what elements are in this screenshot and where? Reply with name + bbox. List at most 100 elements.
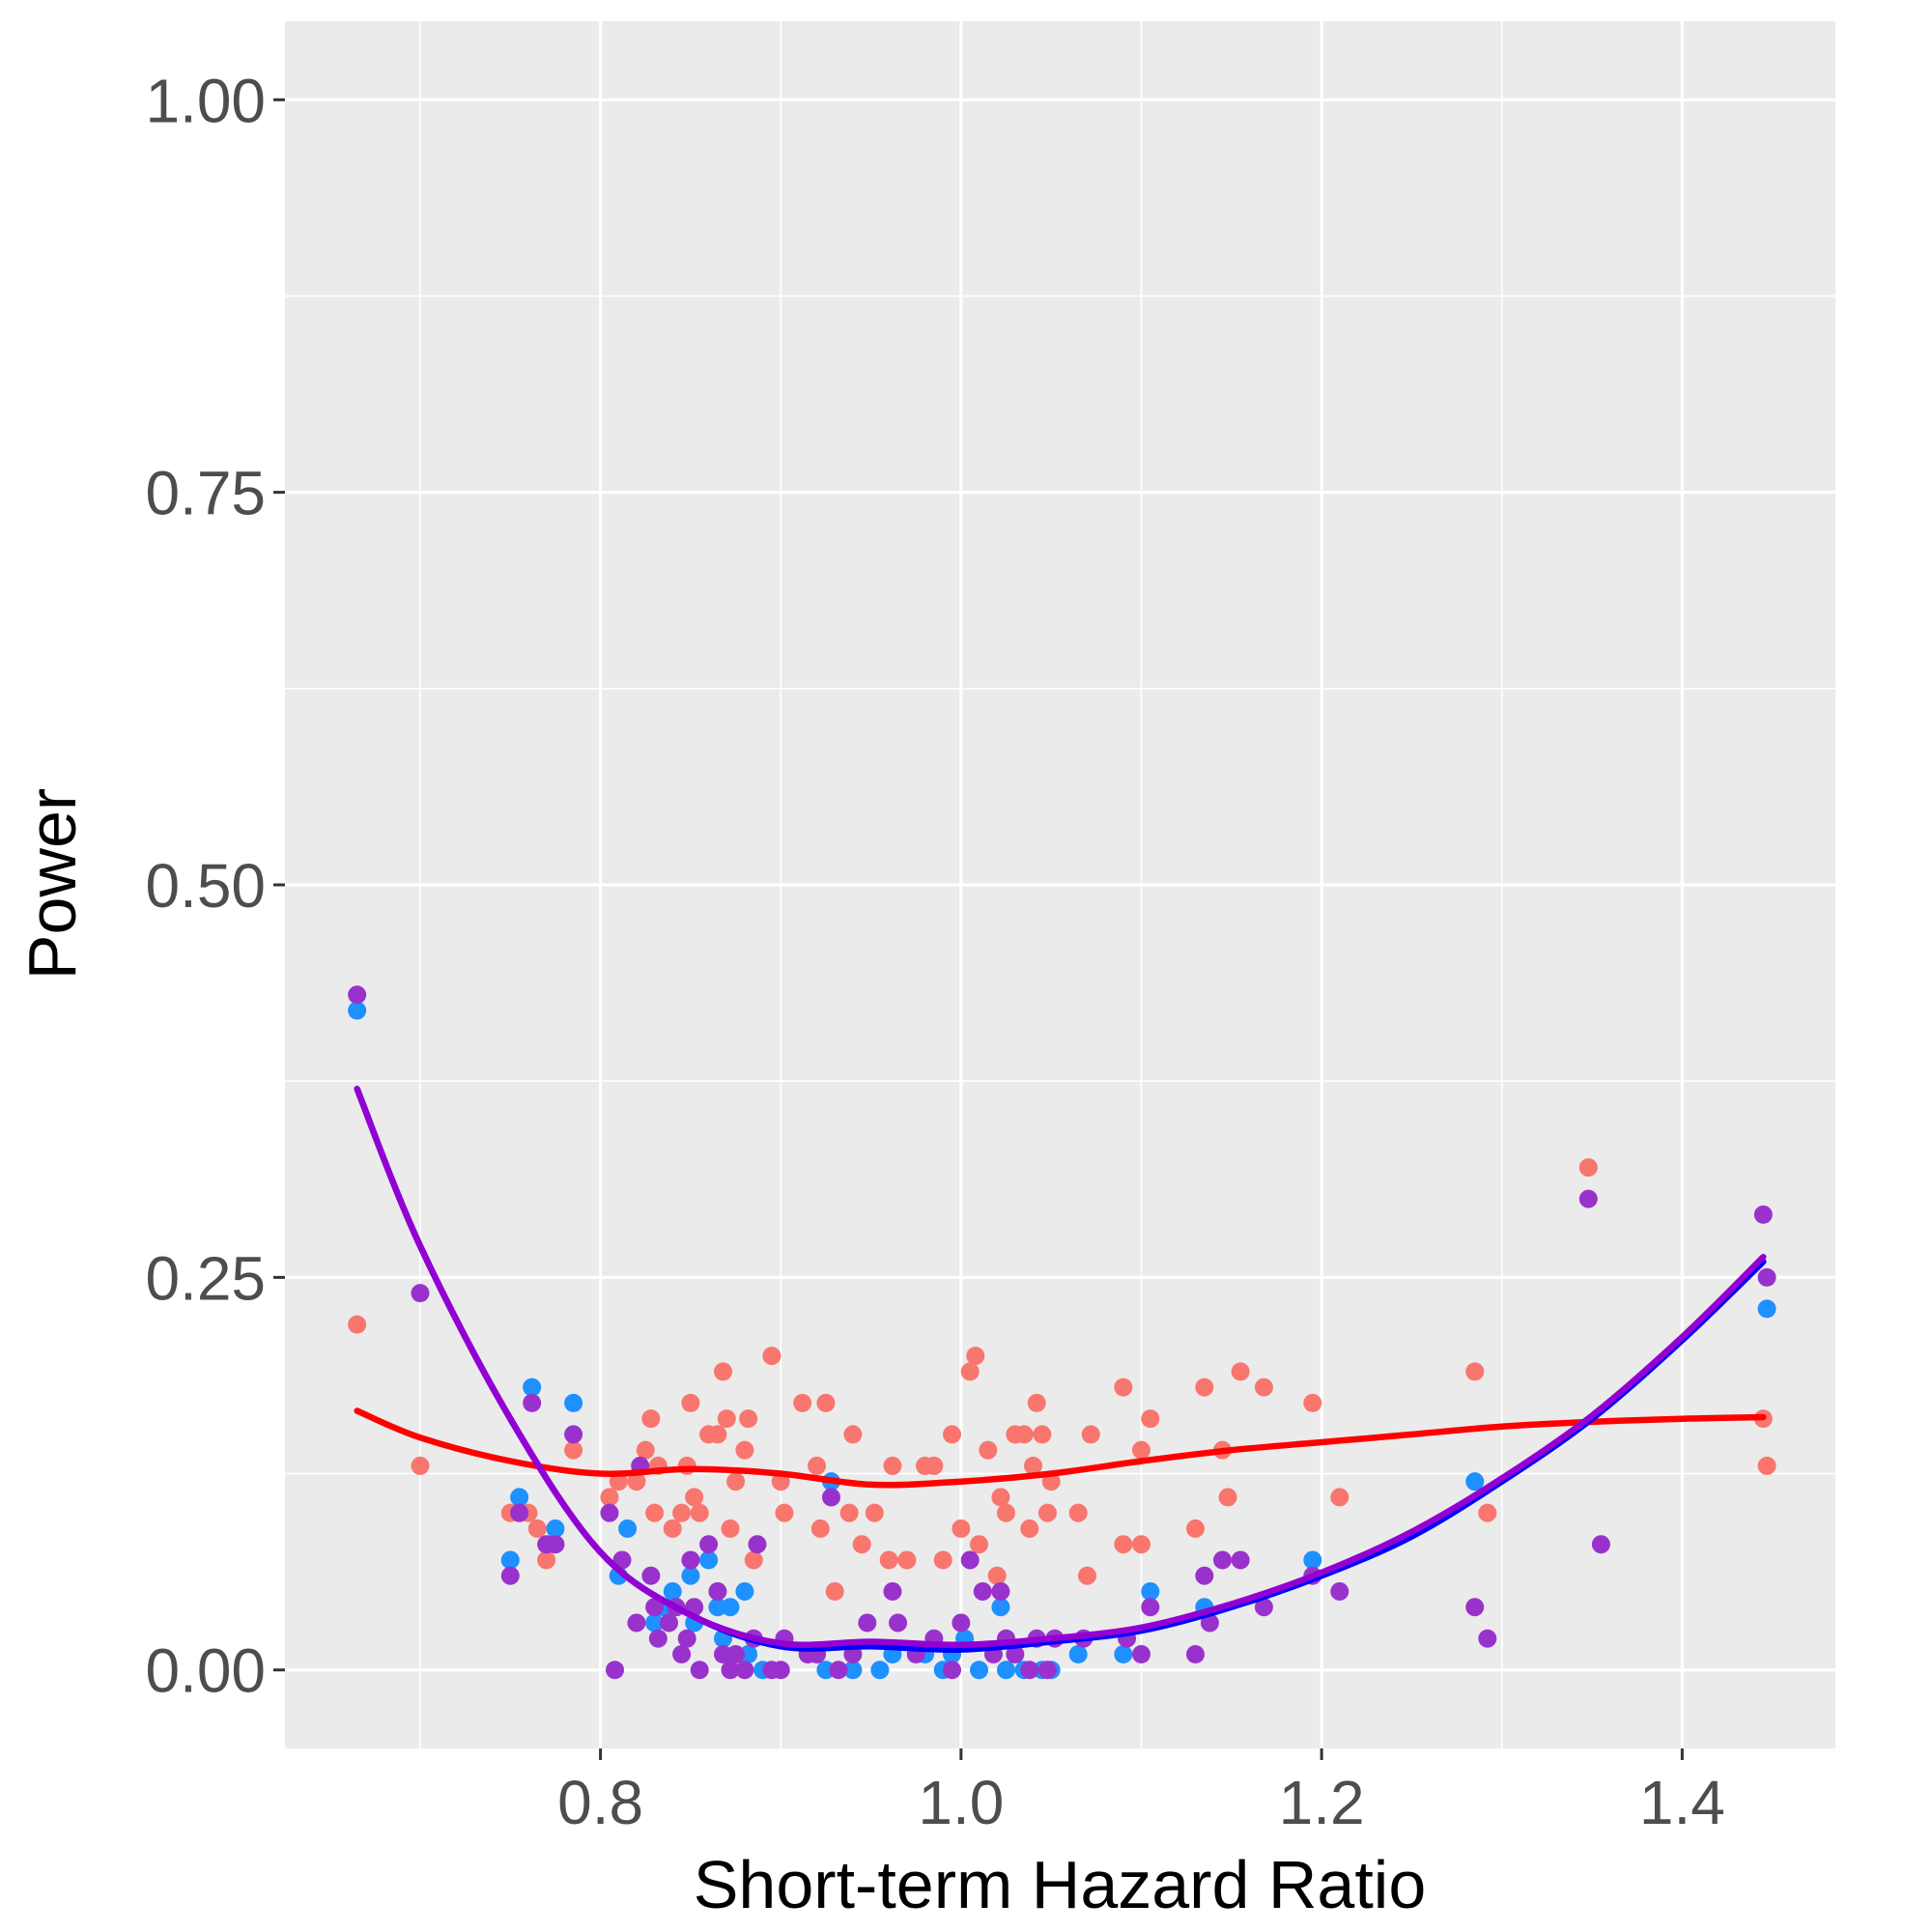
data-point-purple bbox=[1037, 1661, 1057, 1680]
data-point-red bbox=[924, 1456, 944, 1475]
data-point-red bbox=[1185, 1519, 1205, 1538]
data-point-purple bbox=[1231, 1550, 1250, 1570]
data-point-red bbox=[1578, 1158, 1598, 1178]
data-point-purple bbox=[1330, 1581, 1350, 1601]
data-point-red bbox=[879, 1550, 898, 1570]
data-point-red bbox=[883, 1456, 902, 1475]
data-point-red bbox=[839, 1503, 859, 1522]
data-point-red bbox=[1081, 1425, 1100, 1444]
data-point-red bbox=[735, 1440, 754, 1460]
data-point-red bbox=[897, 1550, 917, 1570]
data-point-blue bbox=[1465, 1472, 1485, 1492]
data-point-purple bbox=[858, 1613, 877, 1633]
data-point-purple bbox=[748, 1535, 767, 1554]
data-point-red bbox=[1033, 1425, 1052, 1444]
data-point-purple bbox=[1591, 1535, 1610, 1554]
data-point-red bbox=[564, 1440, 583, 1460]
data-point-red bbox=[952, 1519, 971, 1538]
data-point-purple bbox=[1753, 1205, 1773, 1224]
data-point-purple bbox=[510, 1503, 529, 1522]
data-point-red bbox=[645, 1503, 665, 1522]
data-point-red bbox=[685, 1488, 704, 1507]
data-point-purple bbox=[699, 1535, 719, 1554]
data-point-purple bbox=[1757, 1267, 1776, 1287]
data-point-blue bbox=[663, 1581, 682, 1601]
data-point-purple bbox=[1195, 1566, 1214, 1585]
data-point-red bbox=[714, 1362, 733, 1381]
y-axis-title: Power bbox=[14, 788, 90, 980]
data-point-purple bbox=[1185, 1644, 1205, 1663]
data-point-blue bbox=[699, 1550, 719, 1570]
data-point-red bbox=[1303, 1393, 1322, 1412]
axes: 0.8 1.0 1.2 1.4 0.00 0.25 0.50 0.75 1.00 bbox=[145, 66, 1724, 1837]
data-point-blue bbox=[739, 1644, 758, 1663]
data-point-purple bbox=[1200, 1613, 1219, 1633]
data-point-purple bbox=[648, 1629, 668, 1648]
data-point-purple bbox=[829, 1661, 848, 1680]
data-point-red bbox=[627, 1472, 646, 1492]
data-point-red bbox=[1114, 1535, 1133, 1554]
data-point-red bbox=[1218, 1488, 1237, 1507]
data-point-purple bbox=[1478, 1629, 1497, 1648]
y-tick-label: 0.75 bbox=[145, 459, 266, 528]
data-point-red bbox=[1757, 1456, 1776, 1475]
data-point-red bbox=[810, 1519, 830, 1538]
x-tick-label: 0.8 bbox=[557, 1768, 643, 1837]
data-point-red bbox=[1465, 1362, 1485, 1381]
data-point-blue bbox=[816, 1661, 836, 1680]
y-tick-label: 0.50 bbox=[145, 851, 266, 921]
data-point-red bbox=[636, 1440, 655, 1460]
data-point-red bbox=[1024, 1456, 1043, 1475]
data-point-blue bbox=[991, 1598, 1010, 1617]
data-point-red bbox=[537, 1550, 556, 1570]
data-point-blue bbox=[546, 1519, 565, 1538]
data-point-red bbox=[1254, 1378, 1273, 1397]
data-point-purple bbox=[708, 1581, 727, 1601]
data-point-purple bbox=[612, 1550, 632, 1570]
data-point-red bbox=[970, 1535, 989, 1554]
data-point-red bbox=[1231, 1362, 1250, 1381]
data-point-purple bbox=[952, 1613, 971, 1633]
data-point-red bbox=[726, 1472, 746, 1492]
data-point-purple bbox=[411, 1284, 430, 1303]
x-tick-label: 1.4 bbox=[1639, 1768, 1725, 1837]
data-point-blue bbox=[970, 1661, 989, 1680]
data-point-purple bbox=[1020, 1661, 1039, 1680]
data-point-purple bbox=[1465, 1598, 1485, 1617]
data-point-blue bbox=[843, 1661, 863, 1680]
data-point-blue bbox=[708, 1598, 727, 1617]
data-point-purple bbox=[1006, 1644, 1025, 1663]
data-point-red bbox=[721, 1519, 740, 1538]
data-point-red bbox=[852, 1535, 871, 1554]
data-point-purple bbox=[600, 1503, 619, 1522]
data-point-red bbox=[1077, 1566, 1096, 1585]
data-point-blue bbox=[348, 1001, 367, 1020]
data-point-purple bbox=[677, 1629, 696, 1648]
data-point-red bbox=[1478, 1503, 1497, 1522]
data-point-purple bbox=[672, 1644, 692, 1663]
data-point-red bbox=[717, 1409, 736, 1429]
data-point-purple bbox=[883, 1581, 902, 1601]
data-point-purple bbox=[546, 1535, 565, 1554]
data-point-red bbox=[1014, 1425, 1034, 1444]
data-point-blue bbox=[681, 1566, 700, 1585]
data-point-purple bbox=[1212, 1550, 1232, 1570]
data-point-red bbox=[987, 1566, 1007, 1585]
data-point-purple bbox=[771, 1661, 790, 1680]
data-point-purple bbox=[645, 1598, 665, 1617]
data-point-blue bbox=[735, 1581, 754, 1601]
data-point-blue bbox=[564, 1393, 583, 1412]
data-point-purple bbox=[973, 1581, 992, 1601]
data-point-red bbox=[744, 1550, 763, 1570]
y-tick-label: 1.00 bbox=[145, 66, 266, 135]
data-point-red bbox=[672, 1503, 692, 1522]
data-point-red bbox=[681, 1393, 700, 1412]
data-point-red bbox=[865, 1503, 884, 1522]
data-point-purple bbox=[960, 1550, 980, 1570]
data-point-purple bbox=[1254, 1598, 1273, 1617]
data-point-blue bbox=[510, 1488, 529, 1507]
x-tick-label: 1.2 bbox=[1279, 1768, 1365, 1837]
data-point-blue bbox=[1757, 1299, 1776, 1319]
data-point-blue bbox=[618, 1519, 638, 1538]
